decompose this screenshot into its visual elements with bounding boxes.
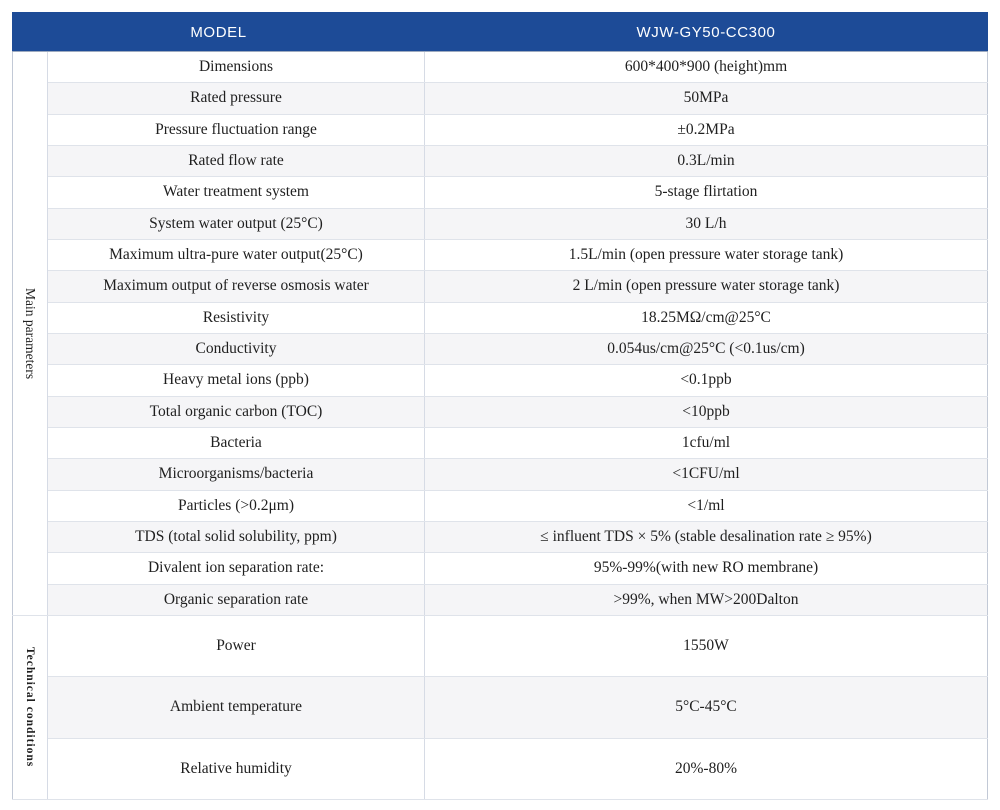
param-value: 2 L/min (open pressure water storage tan… (424, 270, 988, 303)
param-name: Microorganisms/bacteria (47, 458, 425, 491)
table-row: Technical conditions Power 1550W (12, 614, 988, 801)
spec-table-body: Main parameters Dimensions 600*400*900 (he… (12, 50, 988, 801)
table-row: Particles (>0.2μm) <1/ml (13, 489, 988, 522)
param-name: System water output (25°C) (47, 207, 425, 240)
param-name: Relative humidity (47, 737, 425, 800)
spec-table-header: MODEL WJW-GY50-CC300 (12, 12, 988, 52)
param-value: 1.5L/min (open pressure water storage ta… (424, 238, 988, 272)
table-row: Maximum ultra-pure water output(25°C) 1.5… (13, 238, 988, 272)
param-name: Rated pressure (47, 82, 425, 115)
table-row: Main parameters Dimensions 600*400*900 (he… (12, 50, 988, 616)
group-label-main-parameters: Main parameters (12, 51, 48, 616)
model-header-cell: MODEL (12, 12, 425, 52)
spec-table-grid: MODEL WJW-GY50-CC300 Main parameters Dime… (12, 12, 988, 801)
table-row: Heavy metal ions (ppb) <0.1ppb (13, 364, 988, 397)
param-name: TDS (total solid solubility, ppm) (47, 520, 425, 554)
param-name: Water treatment system (47, 176, 425, 209)
table-row: Microorganisms/bacteria <1CFU/ml (13, 458, 988, 491)
param-name: Rated flow rate (47, 144, 425, 178)
param-name: Particles (>0.2μm) (47, 489, 425, 522)
param-value: <1CFU/ml (424, 458, 988, 491)
param-name: Total organic carbon (TOC) (47, 395, 425, 428)
param-value: 1cfu/ml (424, 426, 988, 460)
table-row: Organic separation rate >99%, when MW>200… (13, 583, 988, 616)
param-value: 20%-80% (424, 737, 988, 800)
param-name: Dimensions (47, 50, 425, 84)
param-value: 50MPa (424, 82, 988, 115)
param-name: Resistivity (47, 301, 425, 334)
table-row: Ambient temperature 5°C-45°C (13, 676, 988, 739)
param-value: <10ppb (424, 395, 988, 428)
param-value: <1/ml (424, 489, 988, 522)
param-value: 95%-99%(with new RO membrane) (424, 552, 988, 585)
param-name: Conductivity (47, 332, 425, 366)
param-name: Heavy metal ions (ppb) (47, 364, 425, 397)
param-value: <0.1ppb (424, 364, 988, 397)
header-row: MODEL WJW-GY50-CC300 (12, 12, 988, 52)
param-value: 0.3L/min (424, 144, 988, 178)
group-label-technical-conditions: Technical conditions (12, 614, 48, 801)
param-name: Divalent ion separation rate: (47, 552, 425, 585)
param-value: 1550W (424, 614, 988, 678)
param-name: Bacteria (47, 426, 425, 460)
param-value: ≤ influent TDS × 5% (stable desalination… (424, 520, 988, 554)
param-name: Maximum ultra-pure water output(25°C) (47, 238, 425, 272)
table-row: Divalent ion separation rate: 95%-99%(wit… (13, 552, 988, 585)
model-number-header-cell: WJW-GY50-CC300 (424, 12, 988, 52)
param-value: 30 L/h (424, 207, 988, 240)
spec-table: MODEL WJW-GY50-CC300 Main parameters Dime… (12, 12, 988, 801)
param-value: 18.25MΩ/cm@25°C (424, 301, 988, 334)
table-row: Rated flow rate 0.3L/min (13, 144, 988, 178)
table-row: Conductivity 0.054us/cm@25°C (<0.1us/cm) (13, 332, 988, 366)
param-value: 5°C-45°C (424, 676, 988, 739)
table-row: Relative humidity 20%-80% (13, 737, 988, 800)
table-row: Total organic carbon (TOC) <10ppb (13, 395, 988, 428)
table-row: Rated pressure 50MPa (13, 82, 988, 115)
param-value: ±0.2MPa (424, 113, 988, 146)
table-row: Water treatment system 5-stage flirtation (13, 176, 988, 209)
param-value: >99%, when MW>200Dalton (424, 583, 988, 616)
table-row: TDS (total solid solubility, ppm) ≤ influ… (13, 520, 988, 554)
param-value: 5-stage flirtation (424, 176, 988, 209)
table-row: Resistivity 18.25MΩ/cm@25°C (13, 301, 988, 334)
param-value: 0.054us/cm@25°C (<0.1us/cm) (424, 332, 988, 366)
param-name: Power (47, 614, 425, 678)
param-name: Ambient temperature (47, 676, 425, 739)
table-row: Pressure fluctuation range ±0.2MPa (13, 113, 988, 146)
param-name: Organic separation rate (47, 583, 425, 616)
param-value: 600*400*900 (height)mm (424, 50, 988, 84)
param-name: Pressure fluctuation range (47, 113, 425, 146)
table-row: Bacteria 1cfu/ml (13, 426, 988, 460)
table-row: System water output (25°C) 30 L/h (13, 207, 988, 240)
param-name: Maximum output of reverse osmosis water (47, 270, 425, 303)
table-row: Maximum output of reverse osmosis water 2… (13, 270, 988, 303)
